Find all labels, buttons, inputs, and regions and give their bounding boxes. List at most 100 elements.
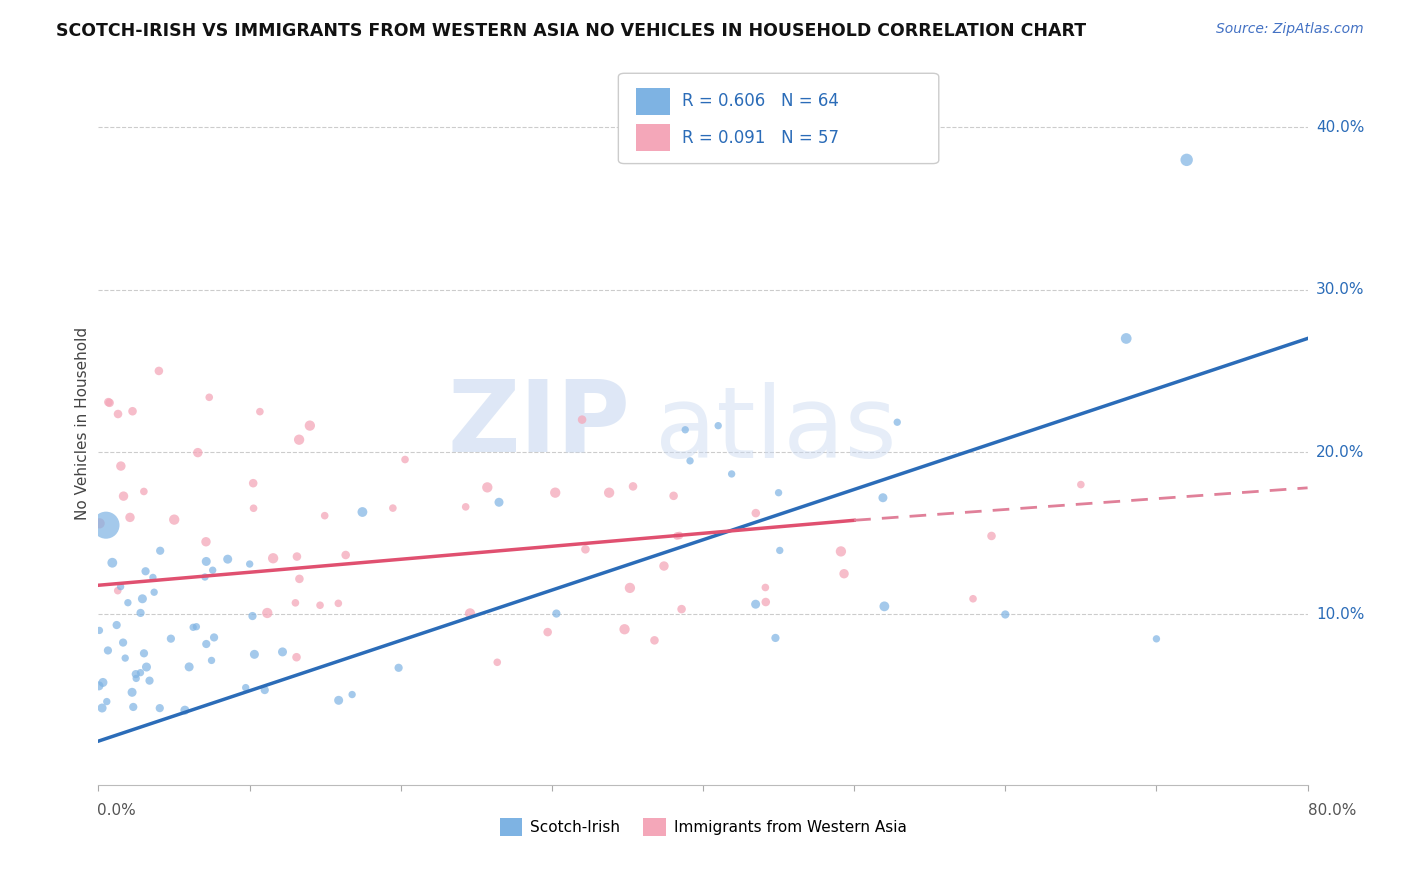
Point (574, 542, 596, 557)
Point (97, 643, 120, 657)
Point (217, 552, 239, 566)
Point (262, 551, 284, 566)
Point (962, 591, 984, 606)
Point (872, 491, 894, 505)
Point (253, 683, 276, 698)
Point (239, 557, 262, 571)
Point (613, 622, 636, 636)
Point (101, 556, 124, 570)
Point (486, 655, 509, 669)
Point (202, 631, 225, 645)
Point (91, 675, 114, 690)
FancyBboxPatch shape (619, 73, 939, 163)
Point (873, 599, 896, 614)
Point (242, 476, 264, 491)
Point (288, 572, 311, 586)
Point (488, 495, 510, 509)
Point (328, 693, 350, 707)
Point (194, 570, 217, 584)
Point (832, 566, 855, 581)
Point (755, 595, 778, 609)
Point (242, 609, 264, 624)
Point (135, 660, 157, 674)
Point (107, 583, 129, 598)
Point (1115, 331, 1137, 345)
Point (142, 570, 165, 584)
Point (309, 599, 332, 613)
Point (328, 596, 350, 610)
Point (125, 667, 148, 681)
Point (122, 700, 145, 714)
Point (720, 467, 742, 481)
Y-axis label: No Vehicles in Household: No Vehicles in Household (75, 327, 90, 520)
Point (619, 581, 641, 595)
Point (181, 620, 204, 634)
Text: atlas: atlas (655, 383, 896, 479)
Point (135, 564, 157, 578)
Point (243, 648, 266, 662)
Point (149, 543, 172, 558)
Point (768, 485, 790, 500)
Point (643, 633, 665, 648)
Point (118, 510, 141, 524)
Point (668, 528, 690, 542)
Point (97, 395, 120, 409)
Point (87, 679, 110, 693)
Point (571, 412, 593, 426)
Point (235, 681, 257, 695)
Bar (637, 87, 671, 115)
Point (89, 516, 111, 531)
Point (195, 554, 218, 568)
Point (980, 529, 1002, 543)
Point (186, 620, 208, 634)
Point (673, 423, 696, 437)
Point (105, 618, 128, 632)
Text: R = 0.606   N = 64: R = 0.606 N = 64 (682, 93, 839, 111)
Point (662, 489, 685, 503)
Text: 80.0%: 80.0% (1308, 803, 1355, 818)
Legend: Scotch-Irish, Immigrants from Western Asia: Scotch-Irish, Immigrants from Western As… (494, 812, 912, 842)
Point (598, 485, 620, 500)
Point (110, 458, 132, 473)
Point (335, 548, 357, 562)
Point (173, 703, 195, 717)
Point (886, 415, 908, 429)
Point (200, 653, 222, 667)
Point (288, 433, 311, 447)
Point (744, 597, 766, 611)
Point (314, 508, 336, 523)
Point (1175, 153, 1198, 167)
Point (621, 479, 644, 493)
Point (98, 396, 121, 410)
Point (91, 701, 114, 715)
Point (537, 625, 560, 640)
Point (381, 501, 404, 516)
Point (201, 563, 224, 577)
Point (117, 596, 139, 610)
Point (652, 559, 675, 574)
Point (96, 695, 118, 709)
Point (454, 500, 477, 514)
Bar (637, 124, 671, 152)
Point (745, 506, 768, 520)
Point (129, 665, 152, 680)
Point (132, 484, 155, 499)
Point (129, 606, 152, 620)
Point (765, 631, 787, 645)
Point (830, 544, 852, 558)
Point (112, 635, 135, 649)
Point (138, 673, 160, 688)
Text: 10.0%: 10.0% (1316, 607, 1364, 622)
Text: 0.0%: 0.0% (97, 803, 136, 818)
Point (994, 607, 1017, 622)
Point (679, 454, 702, 468)
Point (125, 672, 148, 686)
Point (131, 591, 153, 606)
Point (114, 651, 136, 665)
Text: ZIP: ZIP (447, 376, 630, 472)
Text: 30.0%: 30.0% (1316, 282, 1364, 297)
Point (112, 489, 135, 503)
Text: 20.0%: 20.0% (1316, 444, 1364, 459)
Point (163, 513, 186, 527)
Point (754, 581, 776, 595)
